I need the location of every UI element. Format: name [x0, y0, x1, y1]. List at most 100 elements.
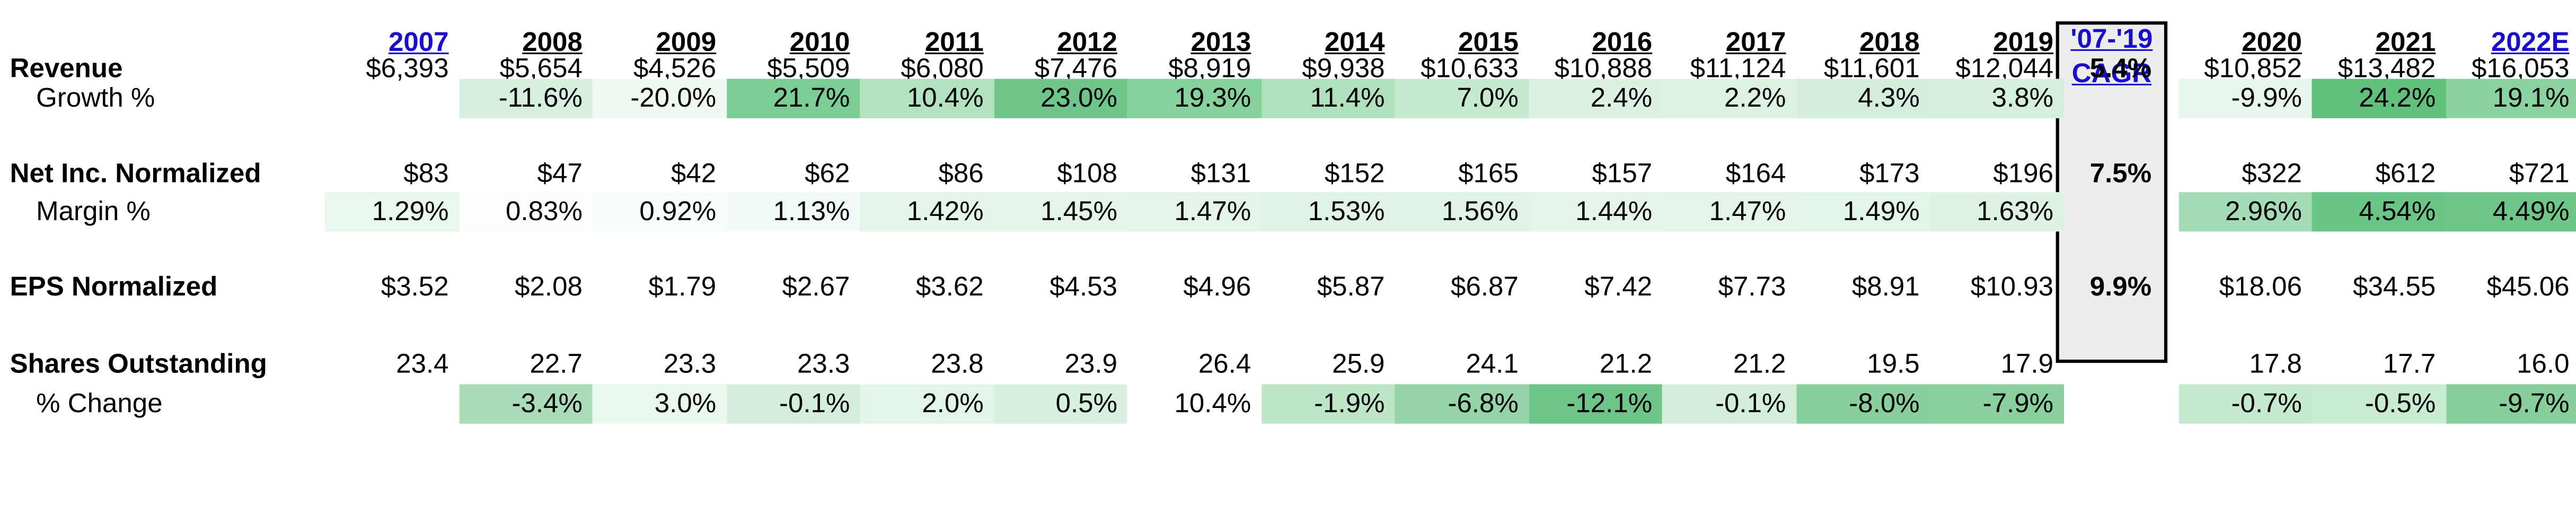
cagr-header[interactable]: '07-'19 CAGR	[2056, 23, 2167, 92]
value-revenue-2011: $6,080	[901, 53, 984, 83]
value-share-change-2014: -1.9%	[1260, 384, 1395, 424]
value-growth-2012: 23.0%	[993, 79, 1127, 118]
cagr-revenue: 5.4%	[2089, 53, 2152, 83]
value-revenue-2008: $5,654	[499, 53, 583, 83]
value-margin-2022E: 4.49%	[2445, 192, 2576, 232]
value-shares-2019: 17.9	[2000, 350, 2054, 380]
value-eps-2018: $8.91	[1851, 272, 1920, 302]
cagr-net-inc: 7.5%	[2089, 158, 2152, 188]
year-header-2007[interactable]: 2007	[388, 28, 449, 58]
value-growth-2011: 10.4%	[860, 79, 994, 118]
value-shares-2011: 23.8	[931, 350, 984, 380]
value-net-inc-2013: $131	[1190, 158, 1251, 188]
value-eps-2020: $18.06	[2219, 272, 2302, 302]
value-net-inc-2016: $157	[1592, 158, 1653, 188]
value-margin-2016: 1.44%	[1528, 192, 1662, 232]
value-margin-2007: 1.29%	[324, 192, 459, 232]
value-net-inc-2017: $164	[1725, 158, 1786, 188]
value-growth-2022E: 19.1%	[2445, 79, 2576, 118]
value-eps-2017: $7.73	[1718, 272, 1786, 302]
value-margin-2020: 2.96%	[2178, 192, 2312, 232]
value-revenue-2013: $8,919	[1168, 53, 1251, 83]
value-share-change-2019: -7.9%	[1929, 384, 2063, 424]
value-margin-2017: 1.47%	[1662, 192, 1796, 232]
value-growth-2015: 7.0%	[1395, 79, 1529, 118]
value-margin-2012: 1.45%	[993, 192, 1127, 232]
value-net-inc-2012: $108	[1057, 158, 1118, 188]
value-margin-2014: 1.53%	[1260, 192, 1395, 232]
value-revenue-2017: $11,124	[1690, 53, 1786, 83]
value-eps-2014: $5.87	[1317, 272, 1385, 302]
value-shares-2007: 23.4	[396, 350, 449, 380]
value-shares-2009: 23.3	[663, 350, 717, 380]
value-shares-2012: 23.9	[1064, 350, 1118, 380]
value-growth-2021: 24.2%	[2312, 79, 2446, 118]
value-net-inc-2011: $86	[938, 158, 984, 188]
value-eps-2021: $34.55	[2353, 272, 2436, 302]
row-label-net-inc: Net Inc. Normalized	[10, 158, 261, 188]
value-growth-2019: 3.8%	[1929, 79, 2063, 118]
value-revenue-2022E: $16,053	[2471, 53, 2570, 83]
value-share-change-2012: 0.5%	[993, 384, 1127, 424]
year-header-2013: 2013	[1190, 28, 1251, 58]
value-shares-2016: 21.2	[1599, 350, 1653, 380]
year-header-2019: 2019	[1993, 28, 2054, 58]
value-net-inc-2022E: $721	[2509, 158, 2570, 188]
value-eps-2008: $2.08	[515, 272, 583, 302]
value-shares-2018: 19.5	[1867, 350, 1920, 380]
value-revenue-2007: $6,393	[366, 53, 449, 83]
value-growth-2018: 4.3%	[1796, 79, 1930, 118]
value-margin-2015: 1.56%	[1395, 192, 1529, 232]
value-shares-2013: 26.4	[1198, 350, 1251, 380]
value-revenue-2019: $12,044	[1955, 53, 2054, 83]
value-net-inc-2020: $322	[2242, 158, 2302, 188]
value-shares-2021: 17.7	[2383, 350, 2436, 380]
value-shares-2008: 22.7	[530, 350, 583, 380]
value-growth-2013: 19.3%	[1127, 79, 1261, 118]
value-shares-2014: 25.9	[1332, 350, 1385, 380]
value-growth-2007	[325, 79, 458, 118]
value-margin-2021: 4.54%	[2312, 192, 2446, 232]
value-eps-2010: $2.67	[782, 272, 850, 302]
year-header-2010: 2010	[789, 28, 850, 58]
value-growth-2020: -9.9%	[2178, 79, 2312, 118]
value-share-change-2011: 2.0%	[860, 384, 994, 424]
value-eps-2015: $6.87	[1451, 272, 1519, 302]
cagr-header-line1[interactable]: '07-'19	[2070, 24, 2153, 55]
value-eps-2013: $4.96	[1183, 272, 1251, 302]
value-net-inc-2021: $612	[2375, 158, 2436, 188]
value-shares-2010: 23.3	[797, 350, 850, 380]
value-net-inc-2008: $47	[537, 158, 583, 188]
value-eps-2009: $1.79	[648, 272, 717, 302]
value-growth-2010: 21.7%	[726, 79, 860, 118]
year-header-2009: 2009	[656, 28, 717, 58]
value-growth-2008: -11.6%	[458, 79, 593, 118]
data-grid: 2007 2008 2009 2010 2011 2012 2013 2014 2015 2016…	[6, 20, 2576, 462]
value-revenue-2020: $10,852	[2204, 53, 2302, 83]
value-growth-2014: 11.4%	[1260, 79, 1395, 118]
value-shares-2015: 24.1	[1466, 350, 1519, 380]
cagr-header-line2[interactable]: CAGR	[2071, 59, 2152, 89]
value-growth-2016: 2.4%	[1528, 79, 1662, 118]
value-margin-2011: 1.42%	[860, 192, 994, 232]
cagr-column-box	[2055, 21, 2168, 363]
value-revenue-2014: $9,938	[1302, 53, 1385, 83]
year-header-2015: 2015	[1458, 28, 1519, 58]
year-header-2008: 2008	[522, 28, 583, 58]
value-revenue-2018: $11,601	[1823, 53, 1920, 83]
year-header-2016: 2016	[1592, 28, 1653, 58]
value-eps-2012: $4.53	[1049, 272, 1118, 302]
year-header-2011: 2011	[924, 28, 984, 58]
value-share-change-2016: -12.1%	[1528, 384, 1662, 424]
cagr-eps: 9.9%	[2089, 272, 2152, 302]
year-header-2022E[interactable]: 2022E	[2491, 28, 2570, 58]
value-eps-2022E: $45.06	[2486, 272, 2570, 302]
value-net-inc-2019: $196	[1993, 158, 2054, 188]
value-revenue-2016: $10,888	[1554, 53, 1653, 83]
value-share-change-2008: -3.4%	[458, 384, 593, 424]
value-growth-2017: 2.2%	[1662, 79, 1796, 118]
row-label-share-change: % Change	[36, 388, 163, 418]
row-label-shares: Shares Outstanding	[10, 350, 267, 380]
value-share-change-2009: 3.0%	[592, 384, 726, 424]
value-net-inc-2018: $173	[1859, 158, 1920, 188]
